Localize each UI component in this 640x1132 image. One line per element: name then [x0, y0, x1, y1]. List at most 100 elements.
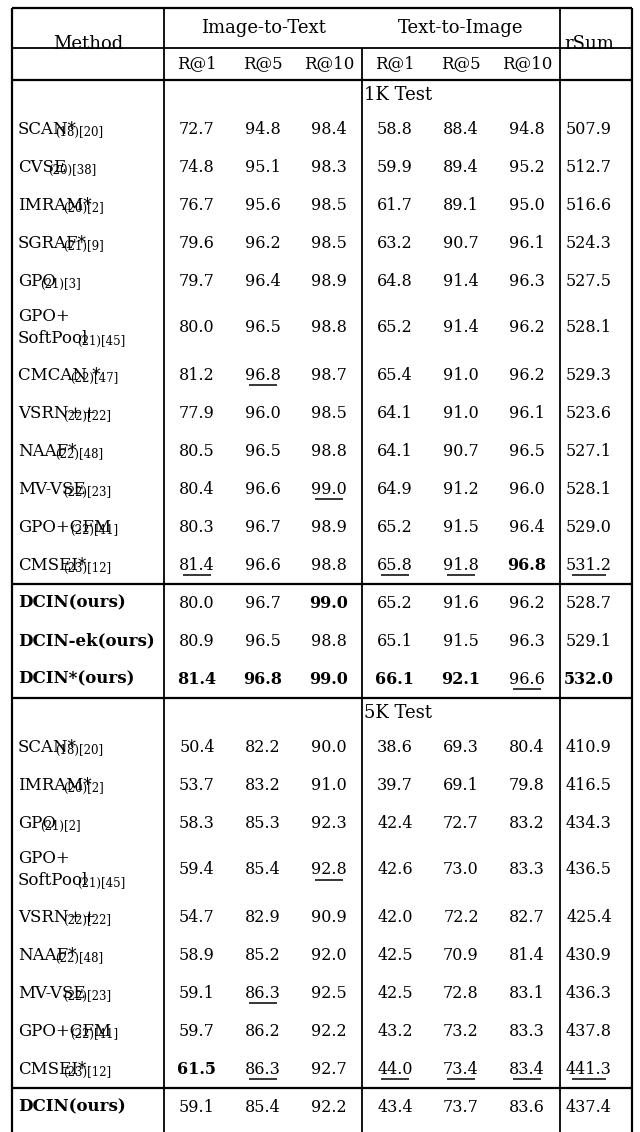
Text: 43.2: 43.2: [377, 1022, 413, 1039]
Text: (22)[41]: (22)[41]: [70, 1028, 118, 1040]
Text: 96.2: 96.2: [509, 594, 545, 611]
Text: 94.8: 94.8: [245, 120, 281, 137]
Text: VSRN++: VSRN++: [18, 404, 96, 421]
Text: 80.5: 80.5: [179, 443, 215, 460]
Text: 441.3: 441.3: [566, 1061, 612, 1078]
Text: 425.4: 425.4: [566, 909, 612, 926]
Text: 529.3: 529.3: [566, 367, 612, 384]
Text: SGRAF*: SGRAF*: [18, 234, 87, 251]
Text: 95.0: 95.0: [509, 197, 545, 214]
Text: (21)[2]: (21)[2]: [40, 820, 81, 832]
Text: 98.8: 98.8: [311, 633, 347, 650]
Text: 92.2: 92.2: [311, 1098, 347, 1115]
Text: 42.5: 42.5: [377, 946, 413, 963]
Text: 72.7: 72.7: [443, 815, 479, 832]
Text: 91.4: 91.4: [443, 319, 479, 336]
Text: 58.9: 58.9: [179, 946, 215, 963]
Text: 81.4: 81.4: [509, 946, 545, 963]
Text: 92.1: 92.1: [442, 670, 481, 687]
Text: 64.9: 64.9: [377, 480, 413, 497]
Text: 65.2: 65.2: [377, 594, 413, 611]
Text: 91.0: 91.0: [443, 367, 479, 384]
Text: 96.6: 96.6: [245, 480, 281, 497]
Text: 90.9: 90.9: [311, 909, 347, 926]
Text: 98.8: 98.8: [311, 443, 347, 460]
Text: 59.7: 59.7: [179, 1022, 215, 1039]
Text: IMRAM*: IMRAM*: [18, 777, 92, 794]
Text: 91.0: 91.0: [311, 777, 347, 794]
Text: 82.2: 82.2: [245, 738, 281, 755]
Text: 73.2: 73.2: [443, 1022, 479, 1039]
Text: 98.9: 98.9: [311, 273, 347, 290]
Text: 96.4: 96.4: [509, 518, 545, 535]
Text: 527.5: 527.5: [566, 273, 612, 290]
Text: 43.4: 43.4: [377, 1098, 413, 1115]
Text: 98.4: 98.4: [311, 120, 347, 137]
Text: 65.1: 65.1: [377, 633, 413, 650]
Text: (22)[22]: (22)[22]: [63, 410, 111, 422]
Text: SCAN*: SCAN*: [18, 120, 77, 137]
Text: rSum: rSum: [564, 35, 614, 53]
Text: 416.5: 416.5: [566, 777, 612, 794]
Text: R@1: R@1: [177, 55, 217, 72]
Text: 436.3: 436.3: [566, 985, 612, 1002]
Text: 523.6: 523.6: [566, 404, 612, 421]
Text: 96.2: 96.2: [509, 319, 545, 336]
Text: 74.8: 74.8: [179, 158, 215, 175]
Text: 91.6: 91.6: [443, 594, 479, 611]
Text: 86.2: 86.2: [245, 1022, 281, 1039]
Text: 80.4: 80.4: [509, 738, 545, 755]
Text: 53.7: 53.7: [179, 777, 215, 794]
Text: 529.1: 529.1: [566, 633, 612, 650]
Text: 98.5: 98.5: [311, 404, 347, 421]
Text: 96.3: 96.3: [509, 633, 545, 650]
Text: Text-to-Image: Text-to-Image: [398, 19, 524, 37]
Text: 59.4: 59.4: [179, 861, 215, 878]
Text: (22)[22]: (22)[22]: [63, 914, 111, 926]
Text: R@1: R@1: [375, 55, 415, 72]
Text: 91.2: 91.2: [443, 480, 479, 497]
Text: 524.3: 524.3: [566, 234, 612, 251]
Text: 95.6: 95.6: [245, 197, 281, 214]
Text: 89.4: 89.4: [443, 158, 479, 175]
Text: 69.3: 69.3: [443, 738, 479, 755]
Text: 50.4: 50.4: [179, 738, 215, 755]
Text: 80.0: 80.0: [179, 594, 215, 611]
Text: 79.7: 79.7: [179, 273, 215, 290]
Text: 96.7: 96.7: [245, 594, 281, 611]
Text: 96.6: 96.6: [245, 557, 281, 574]
Text: 98.5: 98.5: [311, 197, 347, 214]
Text: 61.5: 61.5: [177, 1061, 216, 1078]
Text: 81.2: 81.2: [179, 367, 215, 384]
Text: 64.8: 64.8: [377, 273, 413, 290]
Text: NAAF*: NAAF*: [18, 946, 77, 963]
Text: SoftPool: SoftPool: [18, 872, 88, 889]
Text: 82.7: 82.7: [509, 909, 545, 926]
Text: 64.1: 64.1: [377, 404, 413, 421]
Text: 96.2: 96.2: [509, 367, 545, 384]
Text: 98.7: 98.7: [311, 367, 347, 384]
Text: 73.0: 73.0: [443, 861, 479, 878]
Text: 80.3: 80.3: [179, 518, 215, 535]
Text: 410.9: 410.9: [566, 738, 612, 755]
Text: 531.2: 531.2: [566, 557, 612, 574]
Text: 81.4: 81.4: [177, 670, 216, 687]
Text: 89.1: 89.1: [443, 197, 479, 214]
Text: 96.3: 96.3: [509, 273, 545, 290]
Text: 59.1: 59.1: [179, 1098, 215, 1115]
Text: 92.5: 92.5: [311, 985, 347, 1002]
Text: MV-VSE: MV-VSE: [18, 480, 86, 497]
Text: 96.5: 96.5: [509, 443, 545, 460]
Text: 79.6: 79.6: [179, 234, 215, 251]
Text: 91.8: 91.8: [443, 557, 479, 574]
Text: 80.9: 80.9: [179, 633, 215, 650]
Text: (21)[9]: (21)[9]: [63, 240, 104, 252]
Text: 95.1: 95.1: [245, 158, 281, 175]
Text: 92.7: 92.7: [311, 1061, 347, 1078]
Text: (20)[2]: (20)[2]: [63, 781, 104, 795]
Text: 437.4: 437.4: [566, 1098, 612, 1115]
Text: (18)[20]: (18)[20]: [55, 744, 103, 756]
Text: 91.0: 91.0: [443, 404, 479, 421]
Text: 96.1: 96.1: [509, 404, 545, 421]
Text: Image-to-Text: Image-to-Text: [200, 19, 325, 37]
